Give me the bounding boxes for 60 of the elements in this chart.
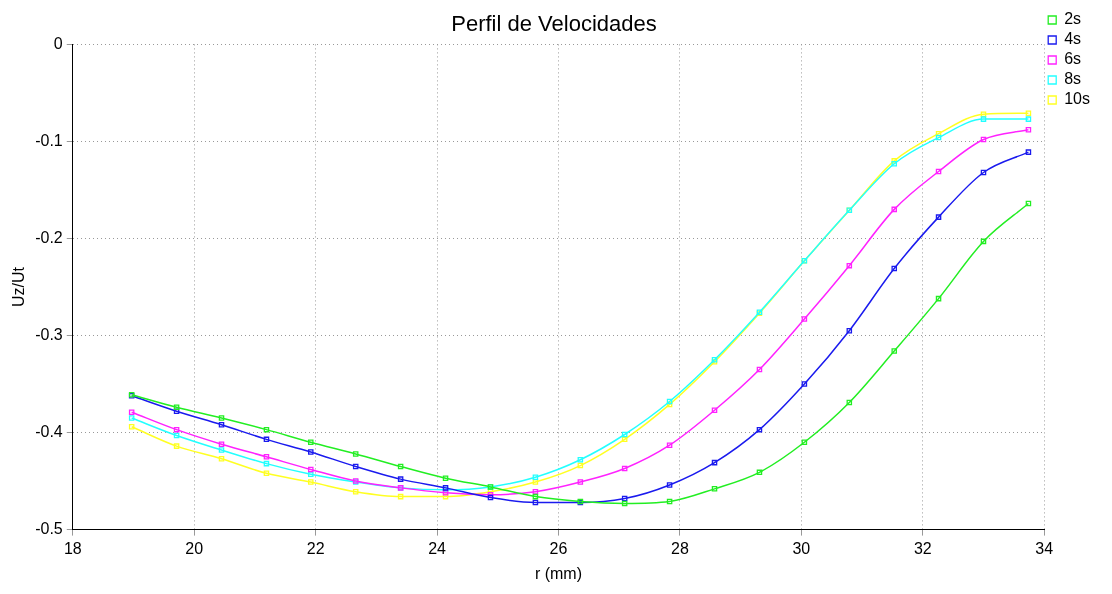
y-tick-label: -0.2 — [35, 228, 63, 246]
point — [218, 455, 225, 462]
point — [711, 486, 718, 492]
point — [801, 316, 808, 322]
x-tick-label: 26 — [549, 539, 568, 557]
point — [801, 381, 808, 387]
point — [577, 456, 584, 463]
point — [532, 474, 539, 480]
y-tick-label: -0.4 — [35, 422, 63, 440]
point — [1025, 149, 1032, 155]
x-tick-label: 28 — [671, 539, 689, 557]
point — [1025, 127, 1032, 133]
point — [218, 422, 225, 428]
point — [577, 479, 584, 485]
legend-label: 4s — [1064, 30, 1082, 48]
point — [308, 471, 314, 478]
y-axis-title: Uz/Ut — [10, 266, 28, 307]
point — [442, 475, 449, 481]
point — [891, 206, 898, 213]
point — [935, 214, 942, 220]
legend-label: 10s — [1064, 90, 1090, 108]
x-axis-title: r (mm) — [534, 564, 583, 582]
point — [666, 442, 673, 448]
x-tick-label: 24 — [428, 539, 447, 557]
point — [218, 447, 225, 453]
point — [801, 439, 808, 446]
chart-title: Perfil de Velocidades — [451, 11, 657, 37]
point — [891, 265, 898, 272]
point — [352, 451, 359, 457]
legend-label: 2s — [1064, 10, 1082, 28]
point — [263, 454, 270, 460]
x-tick-label: 34 — [1035, 539, 1054, 557]
y-tick-label: -0.1 — [35, 131, 63, 149]
y-tick-label: -0.3 — [35, 325, 63, 343]
point — [218, 415, 225, 421]
x-tick-label: 20 — [185, 539, 204, 557]
point — [128, 409, 135, 415]
point — [173, 443, 180, 449]
point — [397, 476, 404, 482]
legend-label: 8s — [1064, 70, 1082, 88]
point — [980, 116, 987, 122]
point — [666, 482, 673, 488]
point — [308, 439, 314, 446]
x-tick-label: 32 — [913, 539, 932, 557]
y-tick-label: -0.5 — [35, 520, 63, 538]
point — [711, 407, 718, 414]
point — [128, 415, 135, 421]
point — [308, 466, 314, 473]
x-tick-label: 30 — [792, 539, 811, 557]
point — [218, 441, 225, 447]
legend-label: 6s — [1064, 50, 1082, 68]
point — [352, 488, 359, 495]
point — [1025, 116, 1032, 122]
point — [891, 348, 898, 354]
x-tick-label: 22 — [306, 539, 325, 557]
x-tick-label: 18 — [63, 539, 82, 557]
point — [128, 423, 135, 430]
y-tick-label: 0 — [53, 34, 63, 52]
point — [308, 449, 314, 455]
point — [308, 479, 314, 485]
